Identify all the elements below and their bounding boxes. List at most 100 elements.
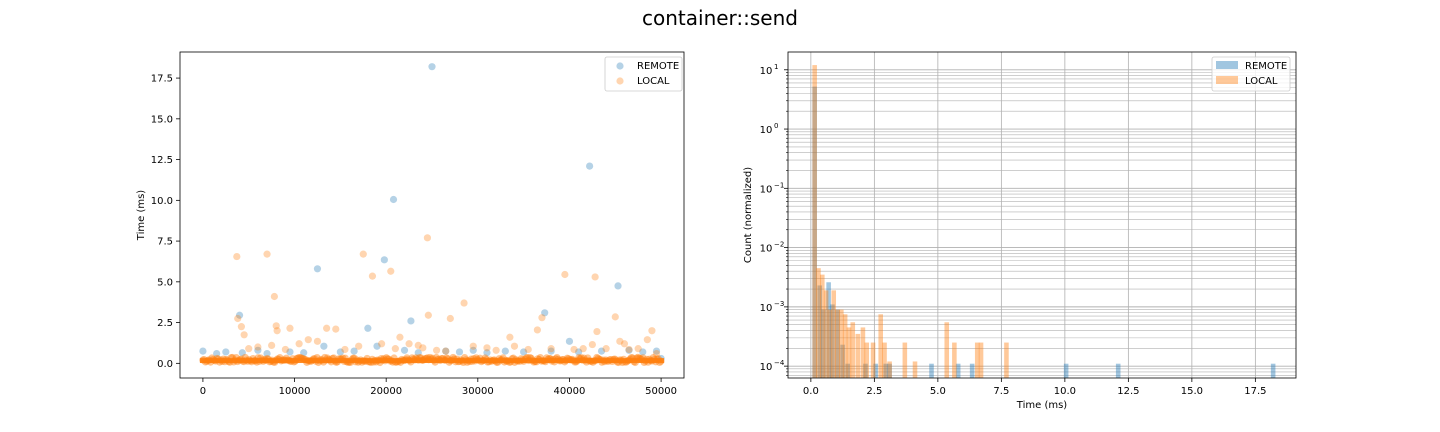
remote-point: [520, 348, 528, 356]
remote-point: [469, 346, 477, 354]
local-bar: [839, 309, 844, 378]
y-tick-label: 17.5: [151, 74, 173, 85]
legend-frame: [604, 56, 683, 92]
local-point: [591, 273, 599, 281]
remote-bar: [969, 363, 975, 378]
x-tick-label: 12.5: [1117, 386, 1139, 397]
remote-point: [428, 63, 436, 71]
local-bar: [1004, 342, 1009, 378]
local-point: [460, 299, 468, 307]
local-bar: [842, 314, 848, 378]
legend-label-local: LOCAL: [637, 76, 670, 87]
legend-label-local: LOCAL: [1245, 76, 1278, 87]
remote-point: [380, 256, 388, 264]
local-point: [524, 345, 532, 354]
remote-point: [373, 342, 381, 350]
remote-point: [625, 346, 633, 354]
y-tick-label: 10: [760, 125, 773, 136]
remote-bar: [830, 304, 835, 378]
remote-bar: [883, 363, 889, 378]
remote-point: [313, 265, 322, 273]
local-point: [378, 340, 386, 348]
remote-bar: [1270, 363, 1276, 378]
local-point: [506, 333, 514, 341]
y-tick-label: 10.0: [151, 196, 173, 207]
hist-axes-frame: [787, 51, 1297, 379]
local-bar: [887, 361, 892, 378]
local-point: [588, 340, 596, 349]
x-tick-label: 2.5: [866, 386, 882, 397]
local-point: [281, 345, 289, 354]
local-point: [355, 342, 363, 350]
local-point: [616, 337, 624, 345]
remote-point: [652, 347, 661, 355]
remote-point: [336, 348, 344, 356]
local-point: [611, 313, 619, 321]
scatter-axes-frame: [179, 51, 685, 379]
x-tick-label: 40000: [554, 386, 586, 397]
local-point: [625, 345, 633, 354]
local-point: [304, 336, 312, 344]
y-tick-exponent: −3: [774, 300, 784, 308]
remote-point: [597, 347, 606, 355]
local-point: [634, 345, 642, 353]
local-bar: [870, 342, 876, 378]
local-bar: [820, 274, 825, 378]
local-point: [446, 314, 454, 323]
local-point: [643, 336, 651, 344]
x-tick-label: 20000: [370, 386, 402, 397]
y-tick-label: 5.0: [157, 277, 173, 288]
local-point: [423, 234, 432, 242]
local-point: [272, 322, 280, 330]
local-point: [332, 325, 340, 333]
local-bar: [864, 342, 870, 378]
remote-bar: [863, 363, 868, 378]
y-tick-label: 10: [760, 244, 773, 255]
local-point: [570, 345, 578, 354]
local-point: [579, 345, 587, 353]
local-point: [263, 250, 271, 258]
y-axis-label: Count (normalized): [743, 167, 754, 263]
hist-legend: REMOTE LOCAL: [1211, 56, 1291, 92]
remote-point: [586, 162, 594, 170]
local-point: [483, 344, 491, 352]
legend-marker-local: [616, 77, 624, 85]
local-point: [233, 252, 241, 261]
x-tick-label: 17.5: [1244, 386, 1266, 397]
x-tick-label: 50000: [645, 386, 677, 397]
y-tick-label: 10: [760, 303, 773, 314]
y-tick-exponent: 1: [774, 63, 778, 71]
remote-point: [547, 347, 555, 355]
local-bar: [823, 290, 829, 378]
remote-point: [254, 346, 262, 354]
local-point: [432, 346, 441, 354]
y-tick-label: 10: [760, 184, 773, 195]
local-point: [387, 267, 395, 275]
local-bar: [860, 327, 866, 378]
local-bar: [912, 361, 918, 378]
local-bar: [878, 314, 883, 378]
remote-point: [455, 348, 464, 356]
remote-point: [414, 349, 422, 357]
histogram-panel: 0.0 2.5 5.0 7.5 10.0 12.5 15.0 17.510−410−310−2…: [743, 51, 1297, 411]
remote-point: [235, 311, 244, 319]
remote-point: [213, 349, 221, 358]
local-point: [469, 342, 477, 350]
y-axis-label: Time (ms): [136, 190, 147, 242]
local-bar: [816, 268, 821, 378]
legend-label-remote: REMOTE: [1245, 61, 1287, 72]
remote-point: [238, 349, 246, 357]
local-point: [538, 314, 546, 322]
local-bar: [855, 333, 861, 378]
local-point: [295, 340, 303, 348]
local-bar: [835, 309, 840, 378]
remote-point: [263, 349, 271, 358]
local-point: [593, 327, 601, 336]
local-point: [237, 323, 245, 331]
x-tick-label: 30000: [462, 386, 494, 397]
local-point: [313, 337, 322, 345]
x-tick-label: 15.0: [1181, 386, 1203, 397]
local-bar: [902, 342, 908, 378]
remote-point: [639, 348, 647, 356]
